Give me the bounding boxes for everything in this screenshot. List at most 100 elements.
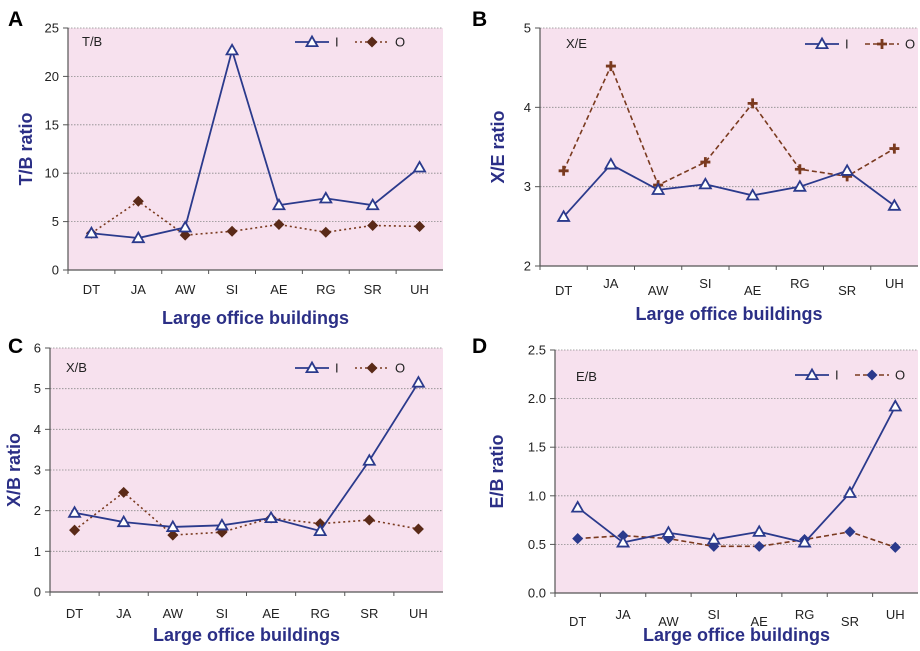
- legend-label-i: I: [835, 368, 839, 383]
- x-tick-label: AW: [163, 606, 184, 621]
- y-tick-label: 15: [45, 117, 59, 132]
- data-point-o: [558, 165, 569, 176]
- legend-marker-o: [366, 362, 378, 374]
- x-tick-label: DT: [555, 283, 572, 298]
- x-tick-label: SR: [841, 614, 859, 629]
- data-point-o: [179, 229, 191, 241]
- data-point-o: [889, 541, 901, 553]
- x-tick-label: AW: [658, 614, 679, 629]
- series-line-o: [74, 491, 419, 536]
- y-tick-label: 5: [34, 381, 41, 396]
- series-line-i: [562, 163, 895, 218]
- legend-marker-i: [814, 36, 830, 50]
- series-line-o: [562, 64, 895, 187]
- x-tick-label: UH: [886, 607, 905, 622]
- data-point-i: [362, 453, 377, 466]
- data-point-i: [264, 510, 279, 524]
- panel-inner-label: X/E: [566, 36, 587, 51]
- data-point-o: [320, 226, 332, 238]
- legend-label-o: O: [395, 35, 405, 50]
- panel-letter: A: [8, 8, 23, 31]
- x-axis-title: Large office buildings: [162, 308, 349, 328]
- data-point-i: [888, 399, 903, 412]
- x-tick-label: SI: [226, 282, 238, 297]
- legend-label-i: I: [335, 35, 339, 50]
- y-tick-label: 6: [34, 341, 41, 356]
- y-tick-label: 2: [34, 503, 41, 518]
- data-point-o: [69, 524, 81, 536]
- x-tick-label: SR: [364, 282, 382, 297]
- panel-letter: B: [472, 8, 487, 31]
- x-tick-label: AW: [648, 283, 669, 298]
- data-point-i: [412, 160, 427, 173]
- y-tick-label: 25: [45, 21, 59, 36]
- chart-panel-a: 0 5 10 15 20 25 DT JA AW SI AE RG SR UH T/B ratio Large…: [8, 8, 443, 328]
- data-point-i: [556, 209, 571, 222]
- y-axis-title: E/B ratio: [487, 434, 507, 508]
- x-tick-label: UH: [409, 606, 428, 621]
- y-tick-label: 1: [34, 544, 41, 559]
- series-line-i: [577, 405, 897, 544]
- data-point-i: [661, 525, 676, 538]
- x-tick-label: AE: [262, 606, 280, 621]
- data-point-i: [116, 514, 131, 528]
- legend-label-o: O: [395, 361, 405, 376]
- chart-panel-b: 2 3 4 5 DT JA AW SI AE RG SR UH X/E ratio Large offic…: [472, 8, 918, 324]
- x-tick-label: DT: [569, 614, 586, 629]
- x-tick-label: AE: [270, 282, 288, 297]
- data-point-i: [745, 188, 760, 201]
- data-point-i: [797, 535, 812, 548]
- x-tick-label: JA: [603, 276, 619, 291]
- panel-letter: C: [8, 335, 23, 358]
- data-point-i: [651, 182, 666, 195]
- y-tick-label: 1.0: [528, 488, 546, 503]
- y-tick-label: 2.5: [528, 343, 546, 358]
- y-tick-label: 0.0: [528, 586, 546, 601]
- data-point-i: [411, 375, 426, 388]
- plot-area: [555, 350, 918, 593]
- y-tick-label: 10: [45, 166, 59, 181]
- x-tick-label: AW: [175, 282, 196, 297]
- data-point-i: [318, 191, 333, 204]
- data-point-i: [840, 163, 855, 176]
- x-tick-label: RG: [790, 276, 810, 291]
- data-point-i: [313, 523, 328, 537]
- data-point-o: [273, 218, 285, 231]
- plot-area: [68, 28, 443, 270]
- x-axis-title: Large office buildings: [153, 625, 340, 645]
- data-point-i: [67, 505, 82, 518]
- y-tick-label: 4: [34, 422, 41, 437]
- x-axis-title: Large office buildings: [643, 625, 830, 645]
- legend-marker-i: [304, 34, 320, 48]
- x-tick-label: RG: [310, 606, 330, 621]
- panel-inner-label: X/B: [66, 360, 87, 375]
- x-tick-label: JA: [131, 282, 147, 297]
- panel-inner-label: T/B: [82, 34, 102, 49]
- data-point-o: [747, 98, 758, 109]
- y-tick-label: 0.5: [528, 537, 546, 552]
- series-line-o: [90, 200, 420, 236]
- data-point-i: [165, 519, 180, 532]
- y-axis-title: T/B ratio: [16, 112, 36, 185]
- legend-marker-i: [304, 360, 320, 374]
- data-point-i: [131, 230, 146, 244]
- x-tick-label: UH: [885, 276, 904, 291]
- data-point-i: [214, 517, 229, 531]
- data-point-i: [271, 197, 286, 211]
- panel-inner-label: E/B: [576, 369, 597, 384]
- chart-panel-d: 0.0 0.5 1.0 1.5 2.0 2.5 DT JA AW SI AE RG SR UH E/B ra…: [472, 335, 918, 645]
- data-point-o: [414, 220, 426, 232]
- legend-label-i: I: [845, 37, 849, 52]
- legend-label-o: O: [905, 37, 915, 52]
- y-tick-label: 5: [524, 21, 531, 36]
- data-point-o: [708, 540, 720, 552]
- data-point-o: [572, 533, 584, 545]
- data-point-o: [700, 157, 711, 168]
- y-tick-label: 0: [52, 263, 59, 278]
- x-tick-label: SI: [216, 606, 228, 621]
- data-point-o: [363, 514, 375, 526]
- x-tick-label: DT: [66, 606, 83, 621]
